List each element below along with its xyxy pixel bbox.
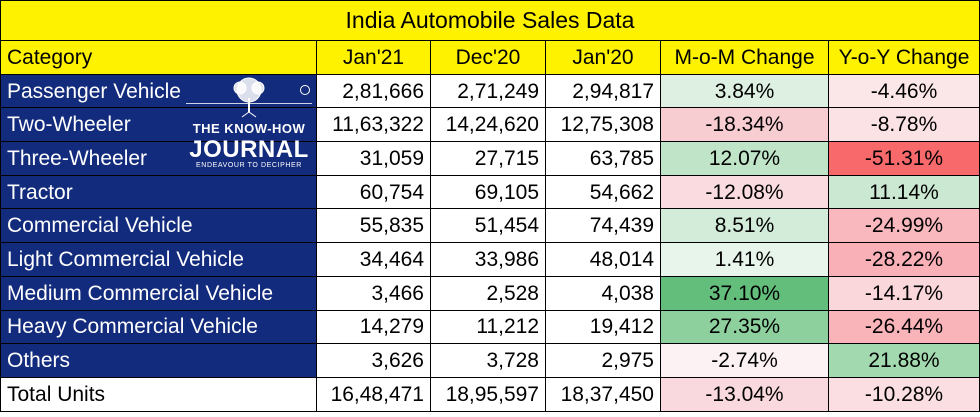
table-row: Light Commercial Vehicle 34,464 33,986 48,0… — [0, 242, 980, 277]
dec20-cell: 2,528 — [430, 275, 546, 311]
category-cell: Heavy Commercial Vehicle — [0, 309, 317, 345]
category-cell: Medium Commercial Vehicle — [0, 275, 317, 311]
jan20-cell: 2,94,817 — [545, 73, 661, 109]
table-row: Commercial Vehicle 55,835 51,454 74,439 8.51… — [0, 208, 980, 244]
dec20-cell: 2,71,249 — [430, 73, 546, 109]
dec20-cell: 69,105 — [430, 174, 546, 210]
jan20-cell: 18,37,450 — [545, 376, 661, 412]
yoy-change-cell: -28.22% — [828, 242, 980, 277]
jan20-cell: 2,975 — [545, 343, 661, 378]
category-cell: Three-Wheeler — [0, 141, 317, 176]
category-cell: Total Units — [0, 376, 317, 412]
dec20-cell: 11,212 — [430, 309, 546, 345]
table-title: India Automobile Sales Data — [0, 0, 980, 41]
mom-change-cell: -18.34% — [660, 107, 829, 143]
table-row: Heavy Commercial Vehicle 14,279 11,212 19,4… — [0, 309, 980, 345]
table-row: Tractor 60,754 69,105 54,662 -12.08% 11.14% — [0, 174, 980, 210]
yoy-change-cell: -24.99% — [828, 208, 980, 244]
jan20-cell: 12,75,308 — [545, 107, 661, 143]
table-row: Others 3,626 3,728 2,975 -2.74% 21.88% — [0, 343, 980, 378]
column-header-jan20: Jan'20 — [545, 40, 661, 75]
mom-change-cell: -13.04% — [660, 376, 829, 412]
mom-change-cell: -2.74% — [660, 343, 829, 378]
jan21-cell: 3,626 — [316, 343, 431, 378]
yoy-change-cell: -14.17% — [828, 275, 980, 311]
dec20-cell: 18,95,597 — [430, 376, 546, 412]
jan20-cell: 4,038 — [545, 275, 661, 311]
jan20-cell: 48,014 — [545, 242, 661, 277]
jan21-cell: 34,464 — [316, 242, 431, 277]
yoy-change-cell: -8.78% — [828, 107, 980, 143]
column-header-dec20: Dec'20 — [430, 40, 546, 75]
category-cell: Light Commercial Vehicle — [0, 242, 317, 277]
column-header-yoy-change: Y-o-Y Change — [828, 40, 980, 75]
column-header-category: Category — [0, 40, 317, 75]
yoy-change-cell: -51.31% — [828, 141, 980, 176]
jan20-cell: 74,439 — [545, 208, 661, 244]
table-row: Two-Wheeler 11,63,322 14,24,620 12,75,308 -1… — [0, 107, 980, 143]
dec20-cell: 3,728 — [430, 343, 546, 378]
dec20-cell: 27,715 — [430, 141, 546, 176]
mom-change-cell: 8.51% — [660, 208, 829, 244]
category-cell: Passenger Vehicle — [0, 73, 317, 109]
jan20-cell: 54,662 — [545, 174, 661, 210]
mom-change-cell: -12.08% — [660, 174, 829, 210]
dec20-cell: 51,454 — [430, 208, 546, 244]
yoy-change-cell: -26.44% — [828, 309, 980, 345]
jan20-cell: 19,412 — [545, 309, 661, 345]
category-cell: Others — [0, 343, 317, 378]
mom-change-cell: 1.41% — [660, 242, 829, 277]
dec20-cell: 33,986 — [430, 242, 546, 277]
jan21-cell: 16,48,471 — [316, 376, 431, 412]
mom-change-cell: 37.10% — [660, 275, 829, 311]
category-cell: Tractor — [0, 174, 317, 210]
column-header-mom-change: M-o-M Change — [660, 40, 829, 75]
table-row: Total Units 16,48,471 18,95,597 18,37,450 -1… — [0, 376, 980, 412]
jan21-cell: 3,466 — [316, 275, 431, 311]
yoy-change-cell: 11.14% — [828, 174, 980, 210]
yoy-change-cell: -4.46% — [828, 73, 980, 109]
jan20-cell: 63,785 — [545, 141, 661, 176]
yoy-change-cell: 21.88% — [828, 343, 980, 378]
mom-change-cell: 12.07% — [660, 141, 829, 176]
mom-change-cell: 3.84% — [660, 73, 829, 109]
table-row: Medium Commercial Vehicle 3,466 2,528 4,038… — [0, 275, 980, 311]
jan21-cell: 2,81,666 — [316, 73, 431, 109]
header-row: Category Jan'21 Dec'20 Jan'20 M-o-M Chan… — [0, 40, 980, 75]
category-cell: Two-Wheeler — [0, 107, 317, 143]
dec20-cell: 14,24,620 — [430, 107, 546, 143]
column-header-jan21: Jan'21 — [316, 40, 431, 75]
table-row: Passenger Vehicle 2,81,666 2,71,249 2,94,81… — [0, 73, 980, 109]
jan21-cell: 55,835 — [316, 208, 431, 244]
jan21-cell: 60,754 — [316, 174, 431, 210]
mom-change-cell: 27.35% — [660, 309, 829, 345]
jan21-cell: 14,279 — [316, 309, 431, 345]
jan21-cell: 11,63,322 — [316, 107, 431, 143]
table-row: Three-Wheeler 31,059 27,715 63,785 12.07% -51… — [0, 141, 980, 176]
category-cell: Commercial Vehicle — [0, 208, 317, 244]
jan21-cell: 31,059 — [316, 141, 431, 176]
yoy-change-cell: -10.28% — [828, 376, 980, 412]
